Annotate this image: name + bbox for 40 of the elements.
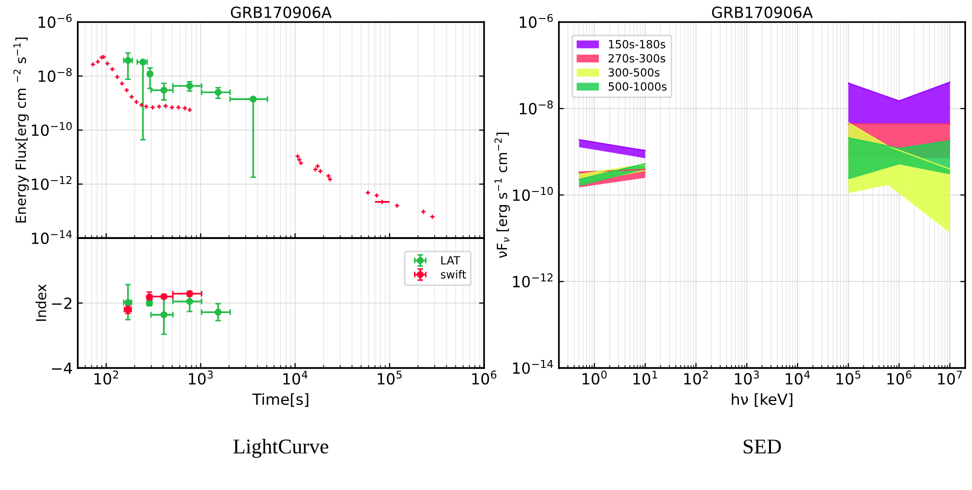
y-tick-label: 10$^{−14}$ (513, 360, 553, 374)
chart-title: GRB170906A (230, 6, 332, 18)
x-tick-label: 10$^{5}$ (836, 370, 860, 385)
x-tick-label: 10$^{4}$ (283, 370, 308, 385)
y-tick-label: 10$^{−8}$ (38, 68, 72, 82)
legend-label: 300-500s (608, 68, 660, 77)
y-tick-label: 10$^{−10}$ (32, 122, 72, 136)
y-tick-label: 10$^{−12}$ (513, 273, 552, 288)
x-tick-label: 10$^{4}$ (786, 370, 810, 385)
x-tick-label: 10$^{2}$ (94, 370, 118, 385)
legend-label: LAT (441, 256, 460, 264)
y-tick-label: 10$^{−8}$ (520, 100, 553, 114)
x-tick-label: 10$^{3}$ (188, 370, 213, 385)
x-tick-label: 10$^{2}$ (684, 370, 708, 385)
x-tick-label: 10$^{1}$ (633, 370, 658, 385)
x-axis-title: hν [keV] (732, 393, 792, 407)
y-tick-label: 10$^{−10}$ (513, 186, 553, 201)
x-tick-label: 10$^{6}$ (472, 370, 496, 385)
y-tick-label: 10$^{−12}$ (32, 176, 72, 190)
y-tick-label: 10$^{−14}$ (32, 230, 72, 244)
legend-label: 500-1000s (608, 82, 667, 91)
legend-label: 150s-180s (609, 40, 666, 48)
x-tick-label: 10$^{0}$ (582, 370, 607, 385)
text: LightCurve (233, 438, 328, 458)
y-axis-title: νF$_{ν}$ [erg s$^{−1}$ cm$^{−2}$] (494, 132, 510, 258)
y-tick-label: 10$^{−6}$ (38, 14, 72, 28)
x-tick-label: 10$^{6}$ (887, 370, 912, 385)
y-tick-label: 10$^{−6}$ (520, 14, 553, 28)
x-tick-label: 10$^{5}$ (378, 370, 402, 385)
x-tick-label: 10$^{3}$ (734, 370, 759, 385)
x-axis-title: Time[s] (252, 393, 308, 407)
x-tick-label: 10$^{7}$ (938, 370, 962, 385)
y-tick-label: −2 (52, 298, 72, 309)
y-axis-title: Energy Flux[erg cm $^{−2}$ s$^{−1}$] (13, 38, 29, 222)
legend-label: swift (440, 270, 466, 279)
text: SED (744, 440, 781, 454)
chart-title: GRB170906A (712, 6, 813, 18)
y-tick-label: −4 (52, 362, 72, 374)
y-axis-title: Index (36, 284, 46, 321)
legend-label: 270s-300s (608, 54, 666, 63)
